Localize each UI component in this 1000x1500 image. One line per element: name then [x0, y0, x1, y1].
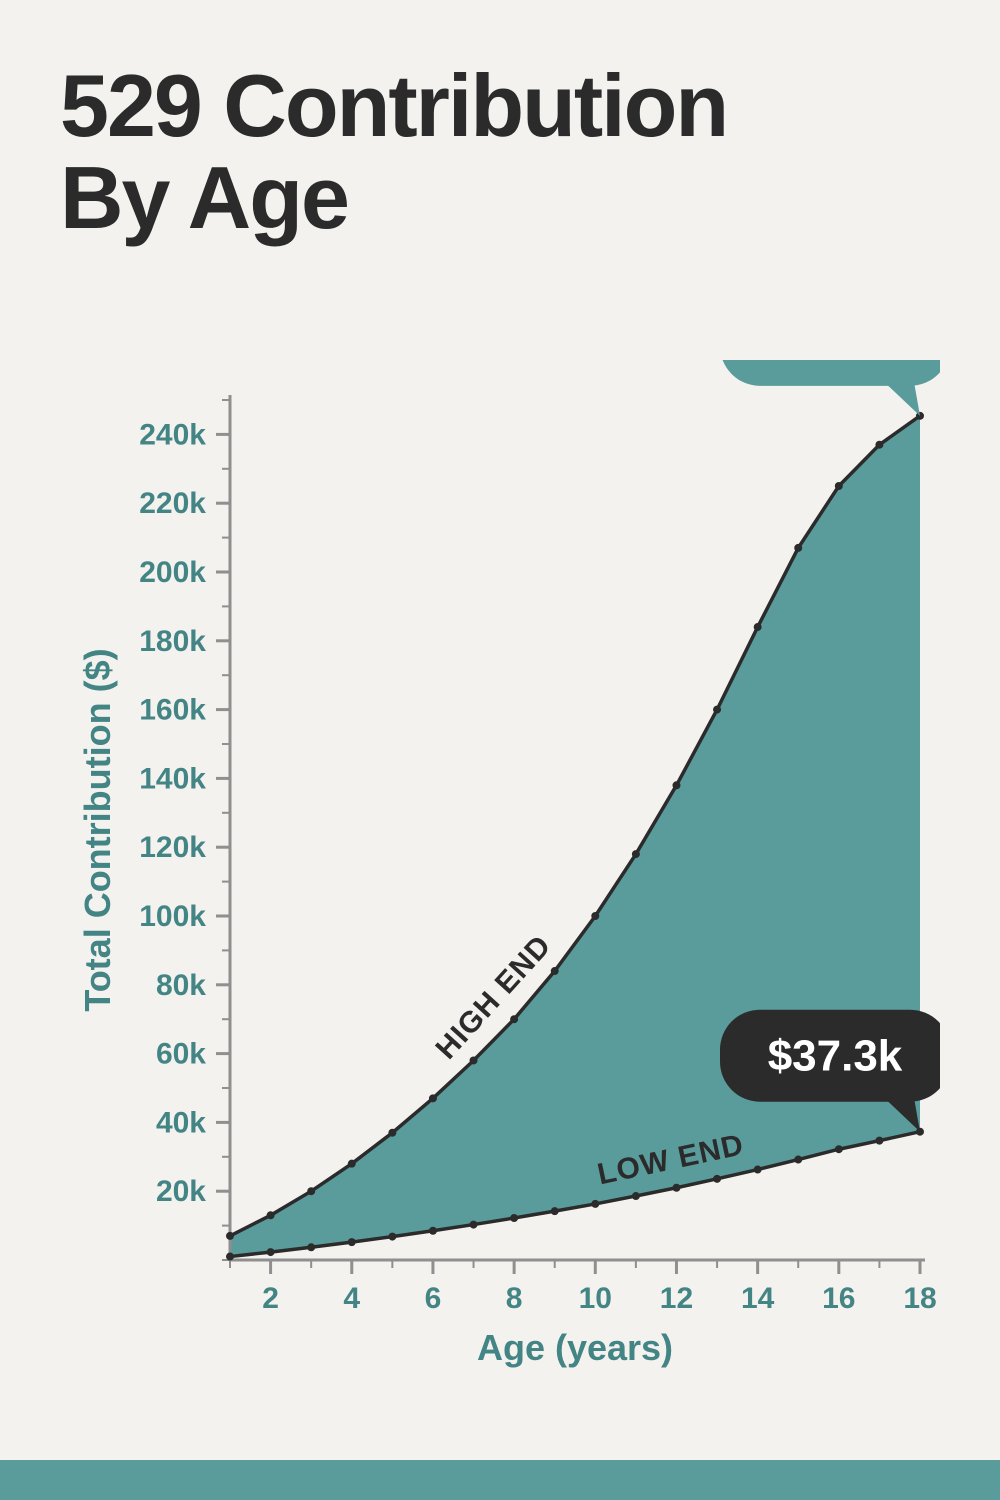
- y-tick-label: 140k: [139, 762, 206, 795]
- y-tick-label: 220k: [139, 487, 206, 520]
- y-tick-label: 20k: [156, 1175, 206, 1208]
- low-end-point: [794, 1156, 802, 1164]
- x-tick-label: 18: [903, 1282, 936, 1315]
- x-tick-label: 4: [343, 1282, 360, 1315]
- x-tick-label: 2: [262, 1282, 279, 1315]
- low-end-point: [307, 1243, 315, 1251]
- x-axis-label: Age (years): [477, 1327, 673, 1368]
- high-end-point: [794, 544, 802, 552]
- x-tick-label: 6: [425, 1282, 442, 1315]
- high-end-point: [551, 967, 559, 975]
- low-end-point: [713, 1175, 721, 1183]
- high-end-point: [713, 706, 721, 714]
- high-end-point: [754, 623, 762, 631]
- high-callout-tail: [884, 382, 920, 416]
- low-end-point: [591, 1200, 599, 1208]
- high-end-point: [429, 1094, 437, 1102]
- high-end-point: [591, 912, 599, 920]
- high-end-point: [267, 1211, 275, 1219]
- low-end-point: [348, 1238, 356, 1246]
- area-fill: [230, 416, 920, 1257]
- low-end-point: [632, 1192, 640, 1200]
- high-end-point: [672, 781, 680, 789]
- low-end-point: [551, 1207, 559, 1215]
- high-end-point: [470, 1056, 478, 1064]
- chart-svg: 20k 40k 60k 80k 100k 120k 140k 160k 180k 200k 220k…: [60, 360, 940, 1380]
- high-end-point: [510, 1015, 518, 1023]
- x-tick-label: 8: [506, 1282, 523, 1315]
- y-tick-label: 100k: [139, 900, 206, 933]
- low-end-point: [835, 1145, 843, 1153]
- low-end-point: [672, 1184, 680, 1192]
- footer-bar: [0, 1460, 1000, 1500]
- low-end-point: [267, 1248, 275, 1256]
- y-tick-label: 40k: [156, 1106, 206, 1139]
- high-end-point: [632, 850, 640, 858]
- y-axis-label: Total Contribution ($): [77, 648, 118, 1011]
- high-end-point: [835, 482, 843, 490]
- low-end-point: [429, 1227, 437, 1235]
- low-end-point: [754, 1166, 762, 1174]
- y-tick-label: 240k: [139, 418, 206, 451]
- x-tick-label: 12: [660, 1282, 693, 1315]
- low-end-point: [510, 1214, 518, 1222]
- y-tick-label: 200k: [139, 556, 206, 589]
- y-tick-label: 160k: [139, 694, 206, 727]
- y-tick-label: 120k: [139, 831, 206, 864]
- low-callout-text: $37.3k: [768, 1032, 903, 1081]
- y-tick-label: 80k: [156, 969, 206, 1002]
- x-tick-label: 16: [822, 1282, 855, 1315]
- page-title: 529 Contribution By Age: [60, 60, 727, 245]
- y-tick-label: 60k: [156, 1038, 206, 1071]
- x-tick-label: 14: [741, 1282, 775, 1315]
- high-end-point: [307, 1187, 315, 1195]
- low-end-point: [226, 1253, 234, 1261]
- low-end-point: [470, 1221, 478, 1229]
- high-end-point: [388, 1129, 396, 1137]
- high-callout-text: $245.4k: [755, 360, 915, 365]
- high-end-point: [348, 1160, 356, 1168]
- x-tick-label: 10: [579, 1282, 612, 1315]
- y-tick-label: 180k: [139, 625, 206, 658]
- page: 529 Contribution By Age 20k 40k 60k 80k 100k…: [0, 0, 1000, 1500]
- high-end-point: [226, 1232, 234, 1240]
- high-end-point: [875, 441, 883, 449]
- chart: 20k 40k 60k 80k 100k 120k 140k 160k 180k 200k 220k…: [60, 360, 940, 1380]
- low-end-point: [388, 1233, 396, 1241]
- low-end-point: [875, 1137, 883, 1145]
